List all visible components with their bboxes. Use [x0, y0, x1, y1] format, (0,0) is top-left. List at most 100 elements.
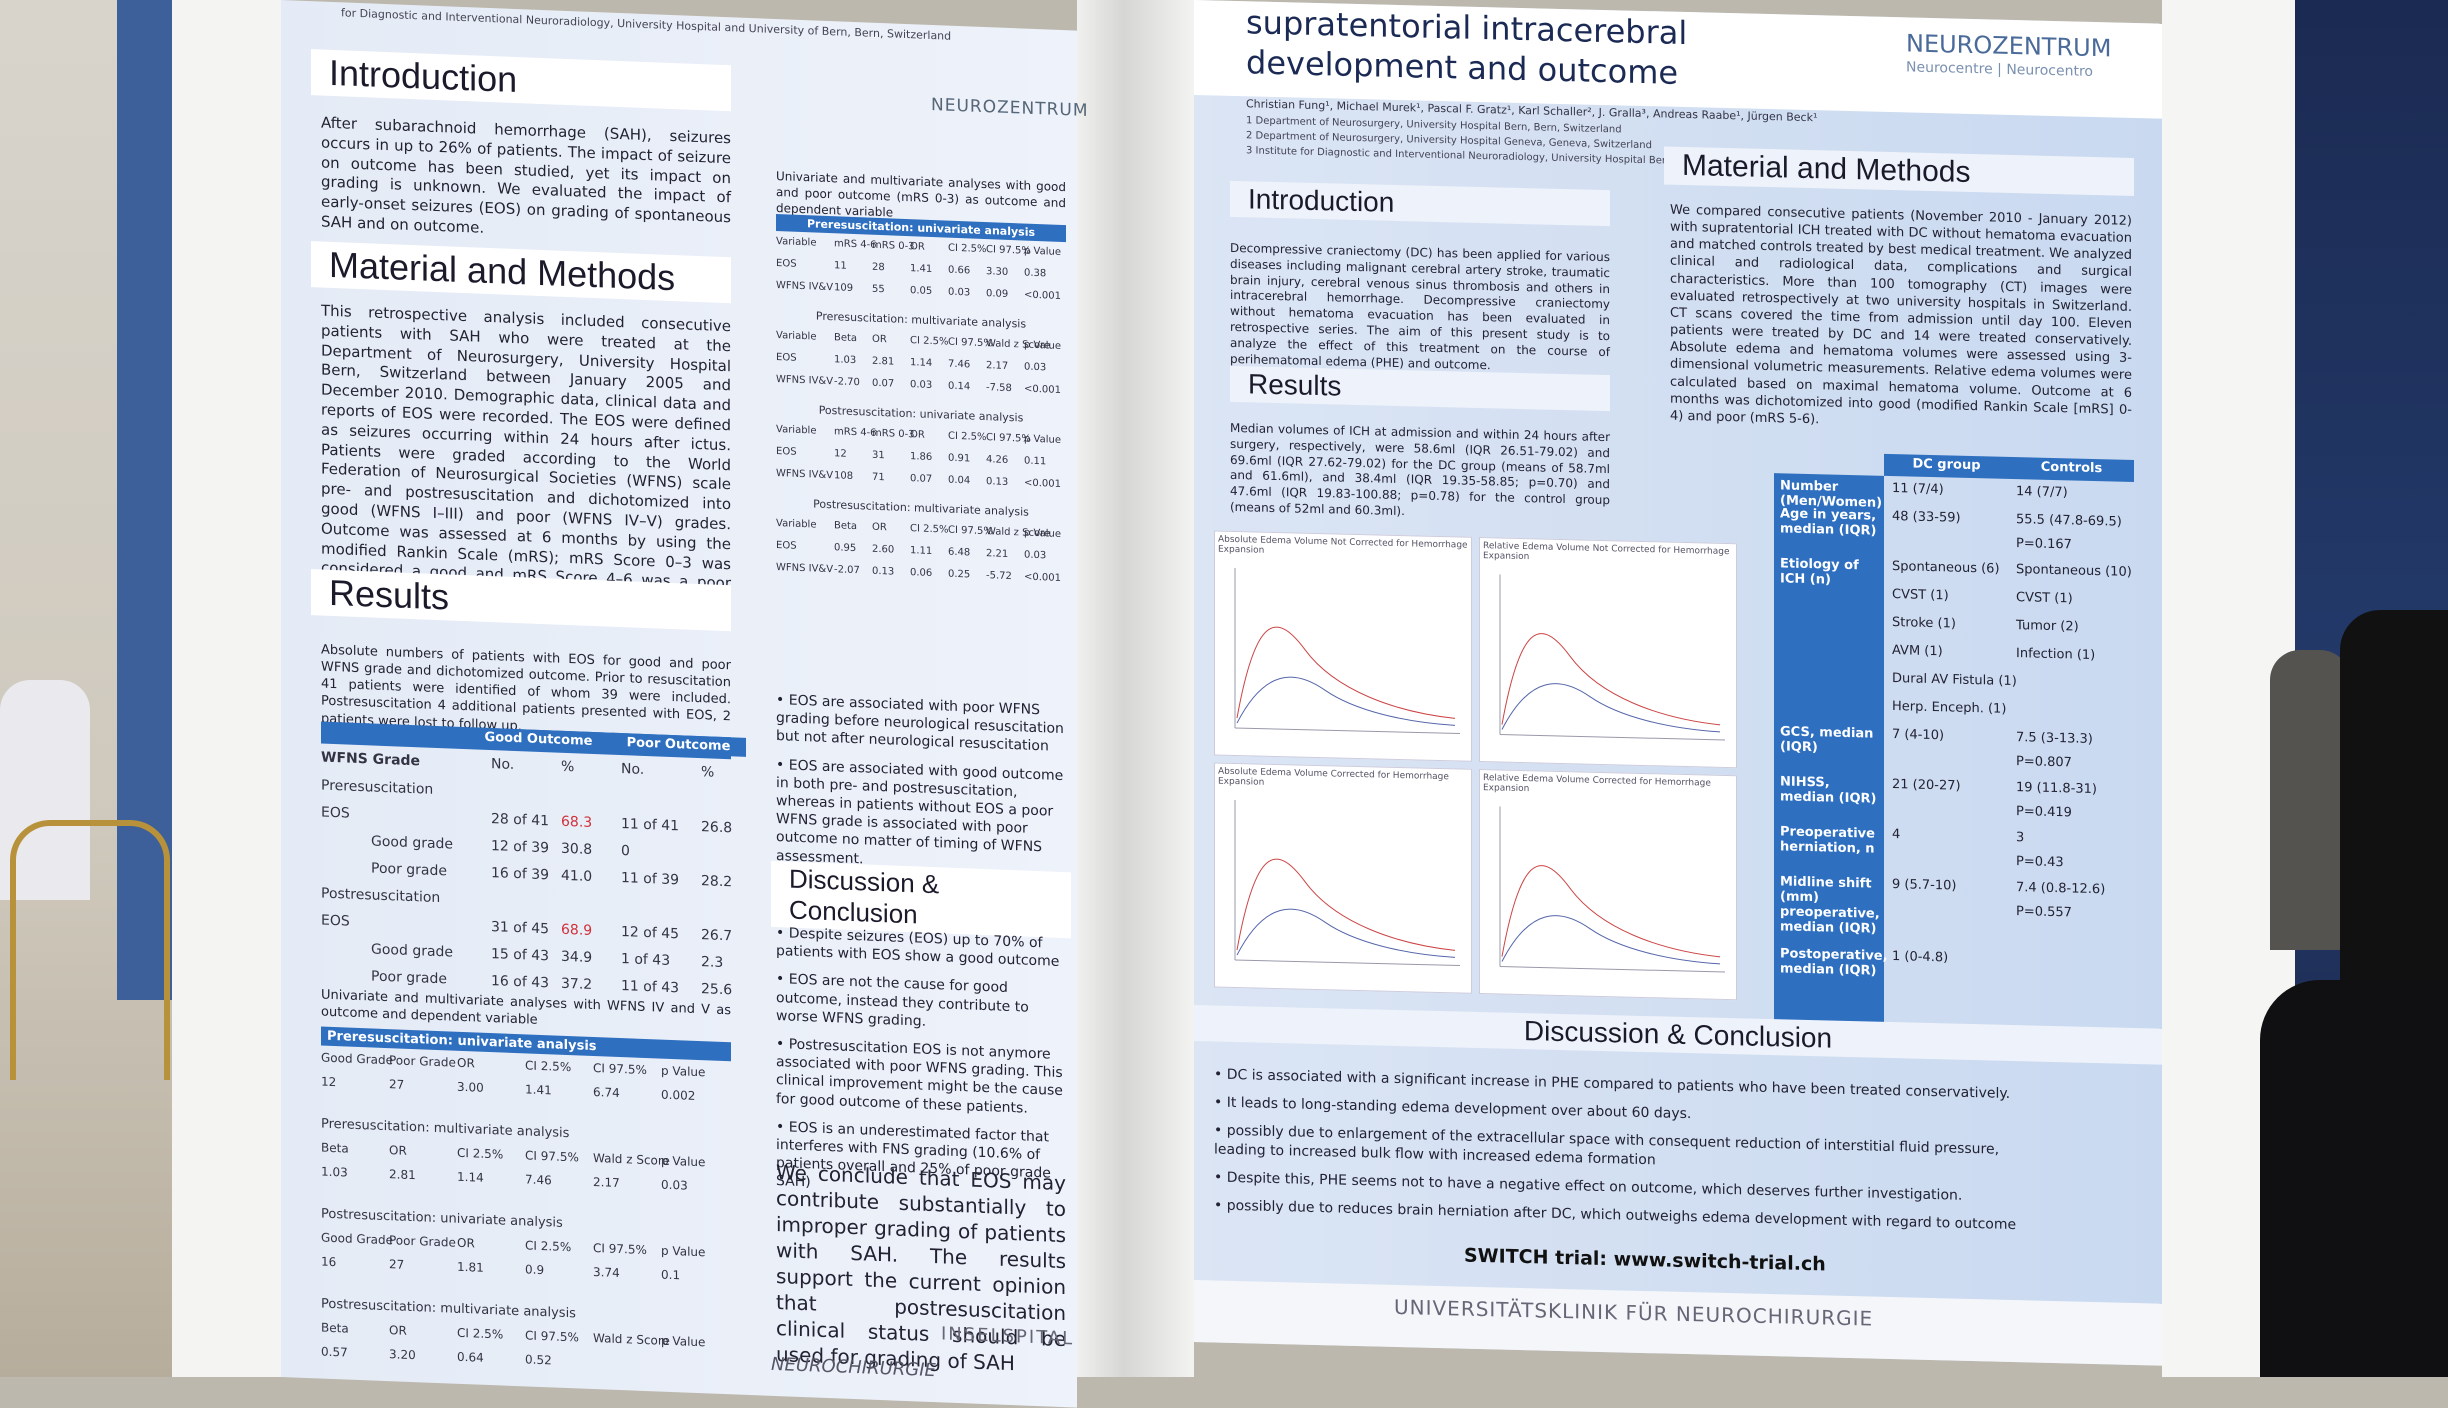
bullet: EOS are associated with good outcome in …	[776, 756, 1066, 876]
table-cell: 0.66	[948, 264, 971, 277]
bullet: possibly due to enlargement of the extra…	[1214, 1122, 2034, 1178]
bullets: DC is associated with a significant incr…	[1214, 1065, 2034, 1244]
table-cell: Variable	[776, 236, 817, 249]
table-cell: 11 (7/4)	[1892, 481, 1944, 498]
table-cell: CI 2.5%	[948, 242, 987, 256]
table-cell: 12	[321, 1074, 337, 1090]
table-cell: Spontaneous (6)	[1892, 559, 2000, 577]
table-cell: 9 (5.7-10)	[1892, 877, 1957, 894]
table-cell: 1.41	[525, 1082, 552, 1098]
table-cell: 34.9	[561, 948, 593, 966]
table-cell: 0.95	[834, 542, 857, 555]
bullet: Postresuscitation EOS is not anymore ass…	[776, 1035, 1066, 1119]
table-cell: CVST (1)	[1892, 587, 1949, 604]
plot: Absolute Edema Volume Corrected for Hemo…	[1214, 762, 1472, 994]
table-cell: 2.21	[986, 548, 1009, 560]
table-cell: 1.86	[910, 451, 933, 464]
table-cell: 0.1	[661, 1267, 681, 1283]
table-cell: OR	[389, 1143, 407, 1158]
table-cell: 37.2	[561, 975, 593, 993]
table-cell: 0.13	[986, 476, 1009, 488]
table-cell: 0.9	[525, 1262, 545, 1278]
table-cell: Variable	[776, 518, 817, 531]
table-cell: 1.03	[834, 354, 857, 367]
row-label: Etiology of ICH (n)	[1780, 556, 1859, 588]
bullet: EOS are associated with poor WFNS gradin…	[776, 691, 1066, 757]
table-cell: EOS	[321, 912, 350, 930]
table-cell: 11 of 39	[621, 870, 680, 889]
table-cell: 55.5 (47.8-69.5)	[2016, 512, 2122, 530]
table-cell: 30.8	[561, 840, 593, 858]
board	[1077, 0, 1194, 1377]
table-cell: WFNS IV&V	[776, 374, 834, 388]
table-cell: 28	[872, 261, 885, 274]
table-cell: 0.13	[872, 565, 895, 578]
table-cell: 2.81	[389, 1167, 416, 1183]
table-cell: mRS 4-6	[834, 238, 877, 251]
trial-link: SWITCH trial: www.switch-trial.ch	[1464, 1244, 1826, 1276]
table-cell: 48 (33-59)	[1892, 509, 1961, 526]
table-header: No.	[621, 761, 645, 778]
table-cell: Herp. Enceph. (1)	[1892, 699, 2007, 717]
table-cell: Preresuscitation	[321, 777, 434, 798]
table-cell: p Value	[661, 1063, 706, 1080]
table-cell: CI 2.5%	[457, 1145, 504, 1162]
table-cell: 0	[621, 843, 630, 860]
table-cell: EOS	[776, 540, 797, 552]
table-cell: Good grade	[371, 833, 454, 853]
section-title: Discussion & Conclusion	[1194, 1005, 2162, 1065]
table-cell: Infection (1)	[2016, 646, 2096, 664]
analysis-banner: Postresuscitation: multivariate analysis	[321, 1296, 576, 1322]
plot: Relative Edema Volume Not Corrected for …	[1479, 536, 1737, 769]
table-cell: 1.81	[457, 1259, 484, 1275]
person	[2260, 980, 2448, 1377]
table-cell: 7.5 (3-13.3)	[2016, 730, 2093, 747]
table-cell: <0.001	[1024, 289, 1062, 302]
table-cell: 2.60	[872, 543, 895, 556]
table-cell: OR	[457, 1235, 475, 1251]
table-cell: <0.001	[1024, 571, 1062, 584]
table-cell: 16 of 39	[491, 865, 550, 884]
logo: NEUROZENTRUM	[931, 94, 1089, 122]
curve	[1236, 626, 1456, 719]
curve	[1501, 915, 1721, 965]
row-label: Postoperative, median (IQR)	[1780, 946, 1888, 979]
table-cell: 4.26	[986, 454, 1009, 466]
table-cell: 2.17	[986, 360, 1009, 372]
table-cell: 0.57	[321, 1344, 348, 1360]
table-cell: WFNS IV&V	[776, 468, 834, 482]
table-cell: CI 97.5%	[525, 1148, 579, 1165]
table-cell: 1.03	[321, 1164, 348, 1180]
table-cell: CI 97.5%	[593, 1060, 647, 1078]
table-cell: OR	[389, 1323, 407, 1338]
table-cell: CI 2.5%	[525, 1058, 572, 1075]
table-header: DC group	[1912, 456, 1981, 474]
table-cell: p Value	[1024, 433, 1061, 446]
section-title: Material and Methods	[311, 241, 731, 304]
table-cell: 3	[2016, 830, 2025, 846]
person	[2270, 650, 2350, 950]
table-cell: 108	[834, 470, 854, 482]
table-cell: 1.14	[910, 357, 933, 370]
table-cell: -7.58	[986, 382, 1012, 395]
row-label: Midline shift (mm) preoperative, median …	[1780, 874, 1880, 937]
curve	[1501, 865, 1721, 958]
table-cell: 7.4 (0.8-12.6)	[2016, 880, 2106, 898]
curve	[1236, 858, 1456, 951]
curve	[1236, 676, 1456, 726]
table-cell: 2.17	[593, 1174, 620, 1191]
table-cell: 1 (0-4.8)	[1892, 949, 1949, 966]
table-cell: <0.001	[1024, 477, 1062, 490]
table-cell: 7.46	[948, 358, 971, 371]
table-cell: mRS 0-3	[872, 239, 915, 253]
poster: supratentorial intracerebral development …	[1194, 0, 2162, 1366]
table-cell: OR	[872, 333, 887, 346]
table-cell: -2.07	[834, 564, 860, 577]
poster: for Diagnostic and Interventional Neuror…	[281, 0, 1089, 1408]
table-cell: p Value	[661, 1243, 706, 1260]
table-cell: Good grade	[371, 941, 454, 961]
analysis-banner: Preresuscitation: multivariate analysis	[815, 309, 1027, 331]
table-cell: Beta	[321, 1140, 349, 1156]
table-cell: 68.9	[561, 921, 593, 939]
table-cell: 1.41	[910, 263, 933, 276]
